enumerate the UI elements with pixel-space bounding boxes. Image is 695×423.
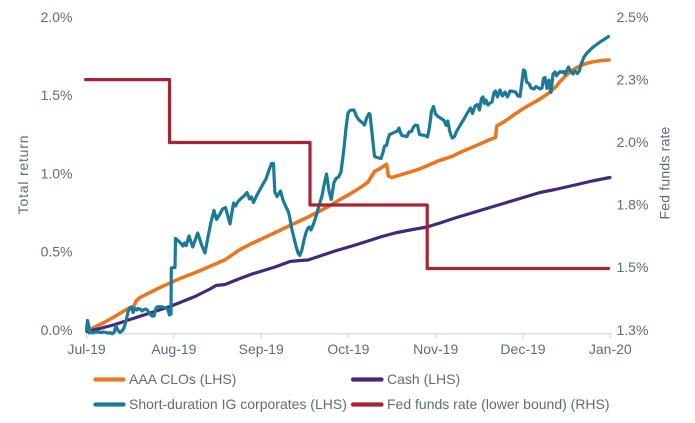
svg-text:2.5%: 2.5%	[617, 9, 649, 25]
svg-text:Jan-20: Jan-20	[589, 341, 632, 357]
svg-text:0.5%: 0.5%	[41, 244, 73, 260]
svg-text:1.3%: 1.3%	[617, 322, 649, 338]
svg-text:AAA CLOs (LHS): AAA CLOs (LHS)	[129, 371, 236, 387]
svg-text:Cash (LHS): Cash (LHS)	[387, 371, 460, 387]
svg-text:2.0%: 2.0%	[41, 9, 73, 25]
svg-text:Fed funds rate (lower bound) (: Fed funds rate (lower bound) (RHS)	[387, 396, 610, 412]
svg-text:1.5%: 1.5%	[41, 87, 73, 103]
svg-text:1.5%: 1.5%	[617, 259, 649, 275]
svg-text:Fed funds rate: Fed funds rate	[657, 126, 673, 219]
svg-text:Aug-19: Aug-19	[151, 341, 196, 357]
svg-text:Nov-19: Nov-19	[413, 341, 458, 357]
svg-text:Dec-19: Dec-19	[500, 341, 545, 357]
svg-text:Oct-19: Oct-19	[327, 341, 369, 357]
svg-text:Short-duration IG corporates (: Short-duration IG corporates (LHS)	[129, 396, 347, 412]
svg-text:Sep-19: Sep-19	[239, 341, 284, 357]
svg-text:1.0%: 1.0%	[41, 165, 73, 181]
svg-text:0.0%: 0.0%	[41, 322, 73, 338]
svg-text:2.0%: 2.0%	[617, 134, 649, 150]
svg-text:1.8%: 1.8%	[617, 197, 649, 213]
svg-text:Total return: Total return	[15, 135, 31, 215]
svg-text:2.3%: 2.3%	[617, 71, 649, 87]
svg-text:Jul-19: Jul-19	[68, 341, 106, 357]
